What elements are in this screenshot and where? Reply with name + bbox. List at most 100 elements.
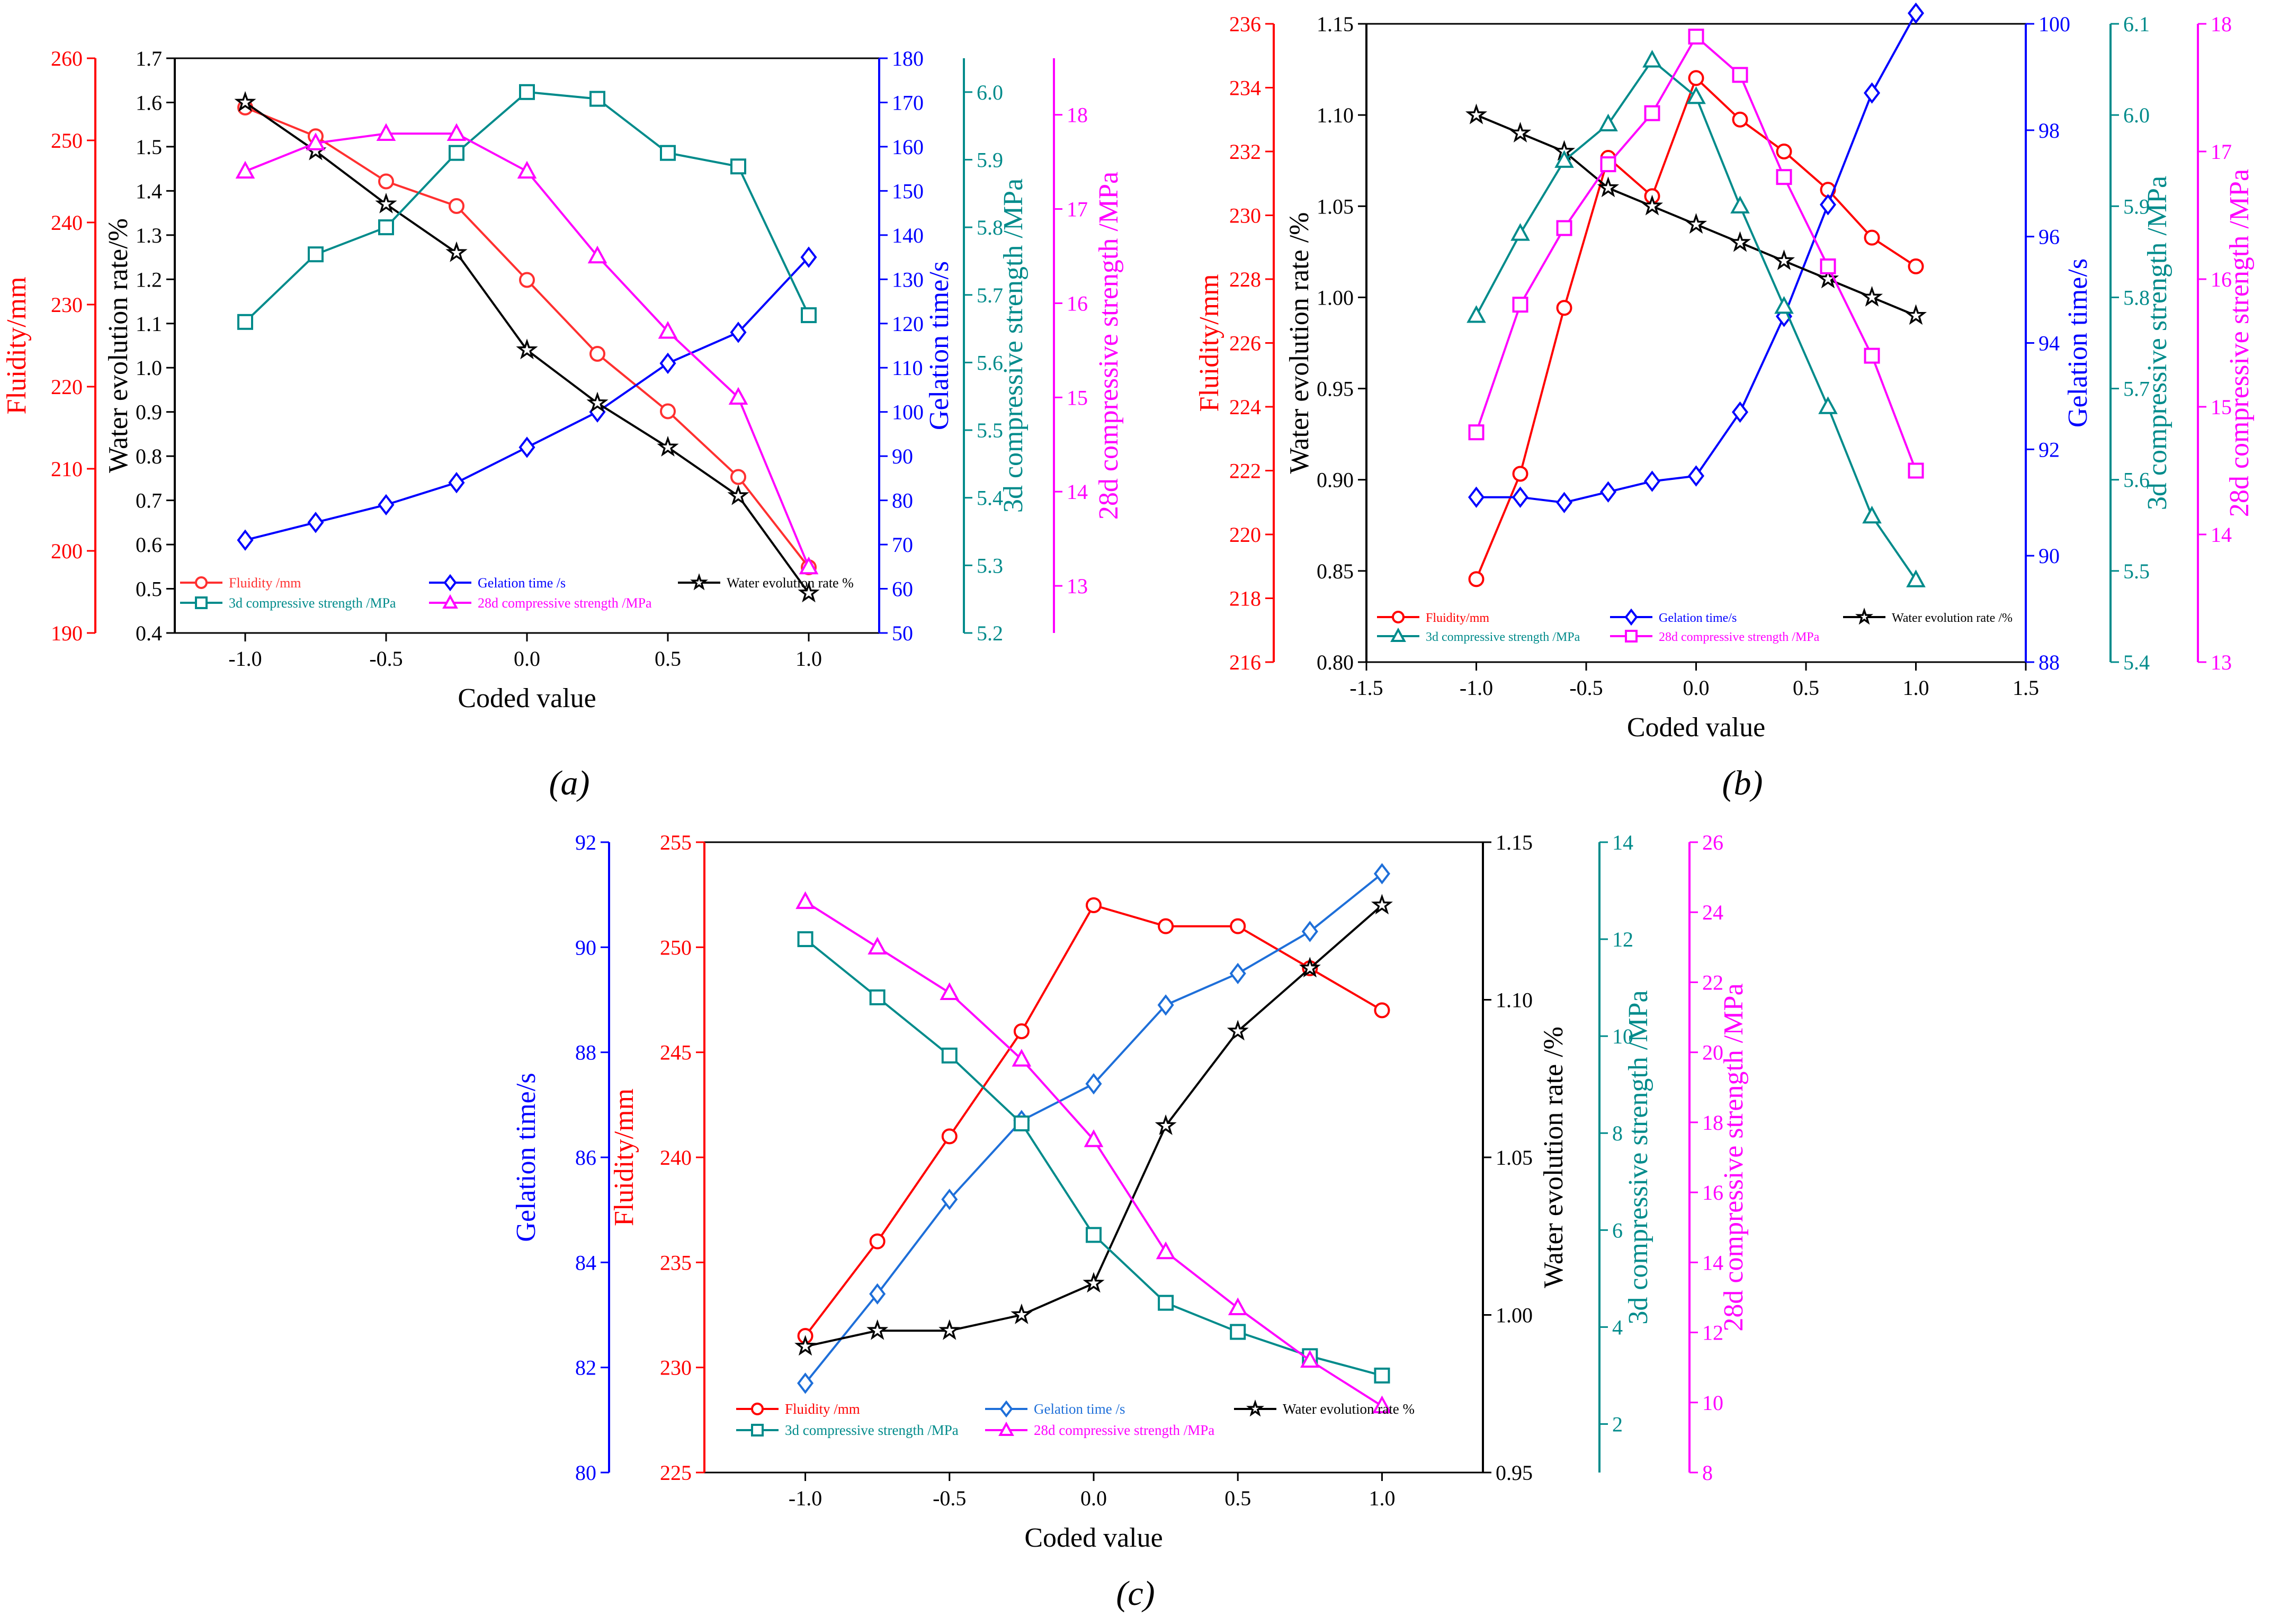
data-point-water-evolution-rate: [1465, 103, 1488, 124]
y-tick-label-wr: 1.05: [1496, 1146, 1533, 1170]
y-axis-label-gt: Gelation time/s: [2063, 258, 2093, 427]
data-point-water-evolution-rate: [234, 91, 256, 112]
data-point-28d-compressive-strength-mpa: [517, 160, 537, 179]
y-axis-label-s28: 28d compressive strength /MPa: [1094, 172, 1124, 520]
data-point-28d-compressive-strength-mpa: [1688, 29, 1704, 45]
data-point-28d-compressive-strength-mpa: [1228, 1297, 1248, 1315]
data-point-gelation-time-s: [1687, 465, 1705, 487]
y-tick-label-s3: 5.4: [2123, 650, 2150, 674]
data-point-fluidity-mm: [1776, 144, 1792, 159]
y-tick-label-fl: 190: [51, 621, 83, 645]
y-tick-label-s28: 24: [1702, 900, 1723, 924]
y-tick-label-wr: 1.0: [136, 356, 162, 380]
y-tick-label-s28: 18: [1067, 103, 1088, 127]
data-point-gelation-time-s: [1229, 962, 1246, 985]
x-tick-label: -1.0: [228, 647, 262, 671]
data-point-28d-compressive-strength-mpa: [1644, 105, 1660, 121]
data-point-water-evolution-rate: [727, 484, 749, 505]
data-point-3d-compressive-strength-mpa: [589, 91, 605, 107]
data-point-water-evolution-rate: [798, 582, 820, 603]
y-tick-label-gt: 150: [892, 179, 924, 203]
plot-frame: [1365, 23, 2027, 663]
y-tick-label-wr: 1.00: [1496, 1304, 1533, 1327]
data-point-water-evolution-rate: [1817, 267, 1839, 289]
data-point-water-evolution-rate: [1861, 285, 1883, 307]
data-point-28d-compressive-strength-mpa: [728, 387, 748, 405]
x-axis-label: Coded value: [1627, 712, 1765, 743]
data-point-gelation-time-s: [1863, 82, 1881, 104]
data-point-water-evolution-rate: [445, 241, 468, 262]
legend-label: Fluidity /mm: [785, 1401, 860, 1417]
data-point-fluidity-mm: [1512, 466, 1528, 482]
data-point-3d-compressive-strength-mpa: [730, 158, 746, 175]
data-point-28d-compressive-strength-mpa: [376, 123, 396, 141]
data-point-gelation-time-s: [941, 1189, 958, 1210]
y-tick-label-fl: 220: [1229, 523, 1261, 547]
y-tick-label-s3: 5.5: [977, 418, 1003, 442]
legend-label: Water evolution rate %: [1283, 1401, 1415, 1417]
y-tick-label-fl: 226: [1229, 332, 1261, 355]
data-point-fluidity-mm: [449, 198, 464, 214]
legend-marker-fluidity-mm: [751, 1403, 764, 1415]
data-point-28d-compressive-strength-mpa: [1012, 1049, 1032, 1067]
data-point-fluidity-mm: [589, 346, 605, 362]
y-tick-label-gt: 100: [2038, 12, 2070, 36]
data-point-fluidity-mm: [1688, 70, 1704, 86]
data-point-3d-compressive-strength-mpa: [449, 145, 464, 161]
y-tick-label-fl: 240: [660, 1146, 692, 1170]
y-tick-label-s28: 16: [1702, 1181, 1723, 1204]
data-point-fluidity-mm: [1230, 918, 1246, 934]
data-point-fluidity-mm: [1556, 300, 1572, 316]
y-axis-label-gt: Gelation time/s: [511, 1073, 541, 1242]
data-point-28d-compressive-strength-mpa: [1468, 424, 1485, 441]
data-point-water-evolution-rate: [1155, 1114, 1177, 1135]
y-tick-label-s28: 13: [1067, 574, 1088, 598]
data-point-3d-compressive-strength-mpa: [308, 246, 324, 263]
y-tick-label-s28: 16: [1067, 291, 1088, 315]
y-tick-label-s28: 14: [1067, 480, 1088, 504]
y-tick-label-wr: 0.7: [136, 489, 162, 513]
x-tick-label: 1.5: [2013, 676, 2039, 700]
y-tick-label-s28: 8: [1702, 1461, 1713, 1485]
data-point-28d-compressive-strength-mpa: [587, 245, 607, 264]
data-point-water-evolution-rate: [1905, 304, 1927, 325]
y-tick-label-gt: 94: [2038, 332, 2060, 355]
x-tick-label: 1.0: [1369, 1486, 1395, 1510]
y-tick-label-fl: 210: [51, 457, 83, 481]
y-tick-label-s28: 10: [1702, 1391, 1723, 1415]
data-point-gelation-time-s: [518, 436, 535, 458]
legend-marker-gelation-time-s: [443, 574, 457, 592]
data-point-3d-compressive-strength-mpa: [801, 307, 817, 324]
legend-marker-gelation-time-s: [999, 1400, 1013, 1418]
y-tick-label-gt: 90: [892, 444, 913, 468]
legend-label: 3d compressive strength /MPa: [229, 595, 396, 611]
data-point-28d-compressive-strength-mpa: [1776, 169, 1792, 185]
data-point-fluidity-mm: [1864, 229, 1880, 246]
y-tick-label-s3: 5.9: [977, 148, 1003, 172]
y-tick-label-fl: 236: [1229, 12, 1261, 36]
data-point-3d-compressive-strength-mpa: [1686, 86, 1706, 104]
y-tick-label-fl: 255: [660, 831, 692, 854]
data-point-gelation-time-s: [1731, 401, 1749, 423]
data-point-gelation-time-s: [800, 246, 817, 268]
y-tick-label-gt: 160: [892, 135, 924, 159]
y-tick-label-s28: 15: [1067, 386, 1088, 409]
y-tick-label-s3: 5.2: [977, 621, 1003, 645]
data-point-gelation-time-s: [1512, 486, 1529, 508]
data-point-28d-compressive-strength-mpa: [1084, 1129, 1104, 1147]
data-point-28d-compressive-strength-mpa: [868, 936, 887, 955]
y-tick-label-wr: 0.8: [136, 444, 162, 468]
y-tick-label-s28: 13: [2211, 650, 2232, 674]
data-point-fluidity-mm: [1374, 1002, 1390, 1019]
y-tick-label-wr: 1.6: [136, 91, 162, 114]
y-tick-label-wr: 1.10: [1496, 988, 1533, 1012]
y-tick-label-wr: 1.10: [1317, 103, 1354, 127]
data-point-gelation-time-s: [1157, 994, 1174, 1016]
x-tick-label: -0.5: [369, 647, 403, 671]
y-tick-label-wr: 0.95: [1317, 377, 1354, 401]
y-tick-label-gt: 180: [892, 47, 924, 70]
data-point-water-evolution-rate: [375, 192, 397, 213]
y-axis-label-s3: 3d compressive strength /MPa: [2142, 176, 2172, 510]
y-tick-label-gt: 90: [575, 935, 596, 959]
